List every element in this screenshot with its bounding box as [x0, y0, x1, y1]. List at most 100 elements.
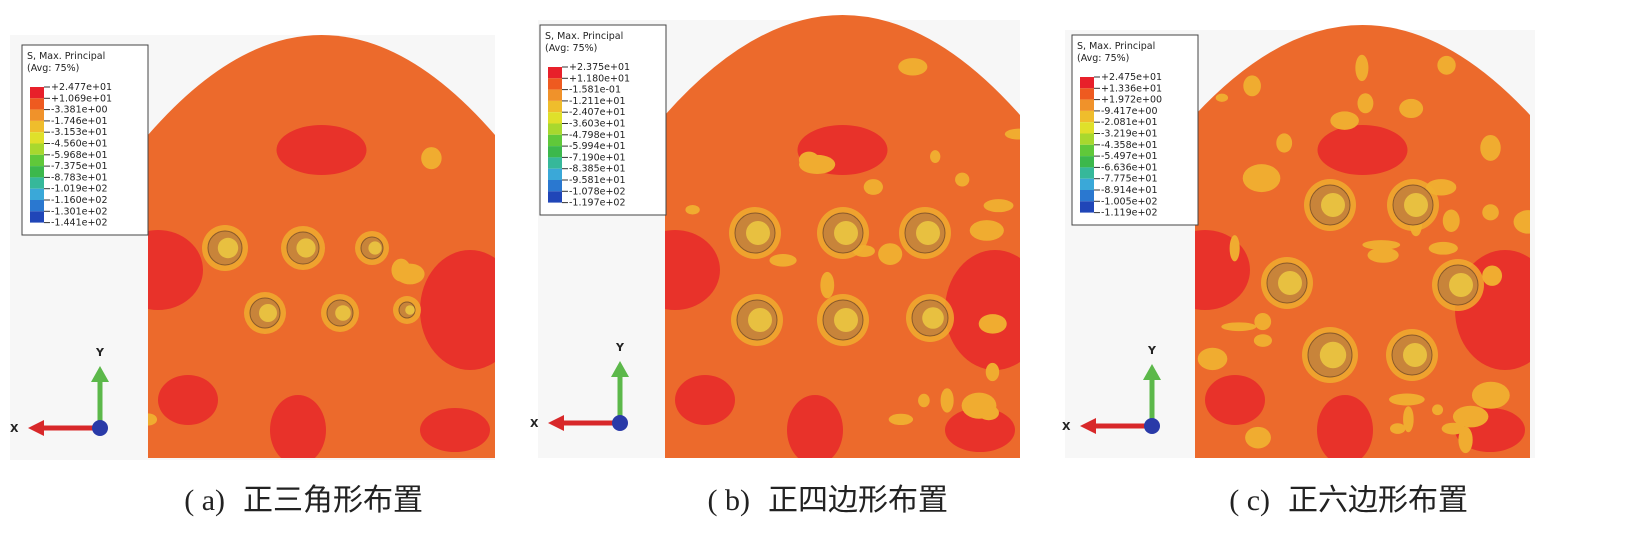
legend-title: S, Max. Principal	[1077, 41, 1155, 52]
high-stress-zone	[1317, 395, 1373, 458]
high-stress-zone	[675, 375, 735, 425]
caption-text: 正六边形布置	[1288, 484, 1468, 517]
axis-z	[612, 415, 628, 431]
legend-value: -4.560e+01	[51, 139, 108, 150]
legend-value: -9.417e+00	[1101, 106, 1158, 117]
low-stress-zone	[820, 271, 835, 299]
legend-value: -1.441e+02	[51, 218, 108, 229]
high-stress-zone	[1317, 125, 1408, 175]
legend-title: S, Max. Principal	[27, 51, 105, 62]
legend-band	[30, 109, 44, 121]
low-stress-zone	[1482, 265, 1503, 286]
axis-x-label: X	[1062, 420, 1071, 433]
legend-title: S, Max. Principal	[545, 31, 623, 42]
legend-value: -7.375e+01	[51, 161, 108, 172]
legend-value: -3.153e+01	[51, 127, 108, 138]
legend-value: -3.603e+01	[569, 119, 626, 130]
hole-core	[746, 221, 770, 245]
low-stress-zone	[918, 393, 930, 408]
caption-text: 正四边形布置	[768, 484, 948, 517]
legend-band	[548, 146, 562, 158]
low-stress-zone	[985, 362, 1000, 382]
legend-band	[30, 143, 44, 155]
low-stress-zone	[978, 314, 1007, 334]
hole-core	[259, 304, 277, 322]
legend-band	[1080, 167, 1094, 179]
axis-y-label: Y	[615, 341, 625, 354]
hole-core	[217, 237, 239, 259]
legend-value: -1.160e+02	[51, 195, 108, 206]
legend-band	[30, 177, 44, 189]
hole-core	[1404, 193, 1428, 217]
caption-label: ( a)	[184, 484, 225, 517]
low-stress-zone	[1245, 426, 1271, 449]
low-stress-zone	[983, 199, 1014, 213]
low-stress-zone	[1390, 423, 1406, 434]
hole-core	[1403, 343, 1427, 367]
low-stress-zone	[1215, 93, 1229, 102]
low-stress-zone	[1471, 381, 1510, 409]
panel: S, Max. Principal(Avg: 75%) +2.375e+01+1.…	[530, 15, 1020, 517]
low-stress-zone	[898, 58, 928, 76]
legend-band	[1080, 122, 1094, 134]
high-stress-zone	[787, 395, 843, 458]
legend-band	[548, 180, 562, 192]
legend-value: +1.069e+01	[51, 93, 112, 104]
low-stress-zone	[1480, 134, 1501, 161]
low-stress-zone	[1432, 404, 1444, 416]
legend-value: -1.019e+02	[51, 184, 108, 195]
hole-core	[916, 221, 940, 245]
low-stress-zone	[1437, 55, 1456, 75]
legend-band	[548, 112, 562, 124]
legend-value: -7.775e+01	[1101, 174, 1158, 185]
legend-value: -8.783e+01	[51, 172, 108, 183]
caption-text: 正三角形布置	[243, 484, 423, 517]
legend-value: +1.972e+00	[1101, 95, 1162, 106]
high-stress-zone	[158, 375, 218, 425]
legend-band	[30, 200, 44, 212]
legend-band	[1080, 144, 1094, 157]
low-stress-zone	[1004, 128, 1020, 140]
legend-value: +1.336e+01	[1101, 83, 1162, 94]
low-stress-zone	[1513, 210, 1530, 234]
legend-value: -5.994e+01	[569, 141, 626, 152]
legend-value: -5.497e+01	[1101, 151, 1158, 162]
caption-label: ( c)	[1229, 484, 1270, 517]
legend-value: -1.581e-01	[569, 85, 621, 96]
legend-value: +2.375e+01	[569, 62, 630, 73]
low-stress-zone	[1221, 322, 1257, 332]
legend-value: -7.190e+01	[569, 152, 626, 163]
legend-value: -8.385e+01	[569, 164, 626, 175]
legend-band	[30, 98, 44, 110]
low-stress-zone	[1357, 93, 1374, 114]
axis-z	[92, 420, 108, 436]
legend-value: +2.475e+01	[1101, 72, 1162, 83]
high-stress-zone	[945, 408, 1015, 452]
high-stress-zone	[1205, 375, 1265, 425]
high-stress-zone	[148, 230, 203, 310]
low-stress-zone	[969, 220, 1004, 241]
axis-x-head	[548, 415, 564, 431]
low-stress-zone	[1242, 164, 1281, 193]
legend-value: -2.081e+01	[1101, 117, 1158, 128]
low-stress-zone	[1452, 405, 1489, 428]
legend-band	[1080, 77, 1094, 89]
legend-band	[1080, 133, 1094, 145]
legend-band	[548, 134, 562, 147]
legend-subtitle: (Avg: 75%)	[545, 43, 597, 54]
low-stress-zone	[863, 179, 883, 195]
legend-band	[1080, 99, 1094, 111]
low-stress-zone	[1458, 426, 1473, 454]
legend-value: -8.914e+01	[1101, 185, 1158, 196]
legend-band	[30, 211, 44, 223]
legend-band	[1080, 110, 1094, 123]
hole-core	[296, 238, 316, 258]
low-stress-zone	[1399, 98, 1424, 119]
low-stress-zone	[1254, 313, 1272, 331]
low-stress-zone	[685, 204, 700, 215]
axis-y-head	[611, 361, 629, 377]
low-stress-zone	[1197, 347, 1228, 371]
hole-core	[405, 305, 415, 315]
legend-band	[30, 132, 44, 144]
hole-core	[834, 221, 858, 245]
